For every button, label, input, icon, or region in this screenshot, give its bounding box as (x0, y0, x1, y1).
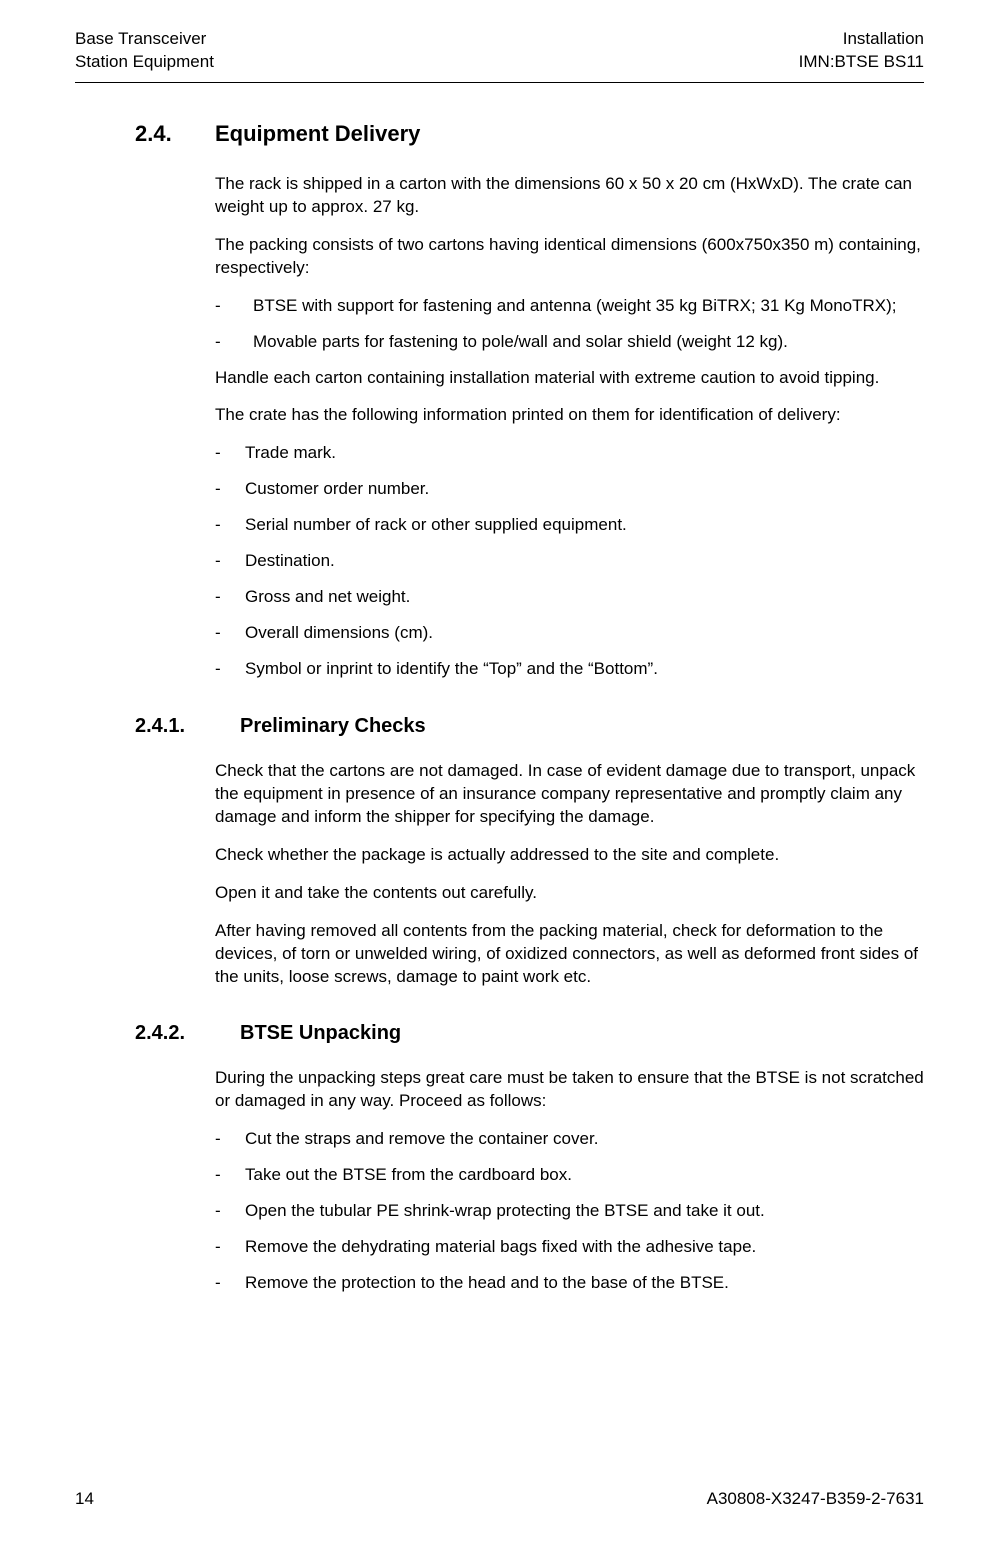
list-item: - Gross and net weight. (215, 586, 924, 609)
list-text: Customer order number. (245, 478, 429, 501)
list-item: - Symbol or inprint to identify the “Top… (215, 658, 924, 681)
page-header: Base Transceiver Station Equipment Insta… (75, 28, 924, 74)
para: Check that the cartons are not damaged. … (215, 760, 924, 829)
list-text: Serial number of rack or other supplied … (245, 514, 627, 537)
para: The rack is shipped in a carton with the… (215, 173, 924, 219)
dash-bullet: - (215, 1128, 245, 1151)
dash-bullet: - (215, 295, 253, 318)
list-text: Gross and net weight. (245, 586, 410, 609)
heading-2-4-1: 2.4.1. Preliminary Checks (135, 715, 924, 738)
list-text: Take out the BTSE from the cardboard box… (245, 1164, 572, 1187)
list-item: - Cut the straps and remove the containe… (215, 1128, 924, 1151)
list-text: Remove the protection to the head and to… (245, 1272, 729, 1295)
para: Check whether the package is actually ad… (215, 844, 924, 867)
dash-bullet: - (215, 1236, 245, 1259)
dash-bullet: - (215, 331, 253, 354)
header-right-line2: IMN:BTSE BS11 (799, 51, 924, 74)
para: Open it and take the contents out carefu… (215, 882, 924, 905)
dash-bullet: - (215, 550, 245, 573)
dash-bullet: - (215, 478, 245, 501)
list-text: Cut the straps and remove the container … (245, 1128, 598, 1151)
header-left-line2: Station Equipment (75, 51, 214, 74)
header-left: Base Transceiver Station Equipment (75, 28, 214, 74)
dash-bullet: - (215, 514, 245, 537)
header-right-line1: Installation (799, 28, 924, 51)
heading-title: BTSE Unpacking (240, 1022, 401, 1045)
list-item: - Trade mark. (215, 442, 924, 465)
list-item: - BTSE with support for fastening and an… (215, 295, 924, 318)
dash-bullet: - (215, 586, 245, 609)
document-number: A30808-X3247-B359-2-7631 (707, 1489, 924, 1509)
para: After having removed all contents from t… (215, 920, 924, 989)
list-text: Overall dimensions (cm). (245, 622, 433, 645)
para: During the unpacking steps great care mu… (215, 1067, 924, 1113)
header-rule (75, 82, 924, 83)
main-content: 2.4. Equipment Delivery The rack is ship… (215, 121, 924, 1295)
list-item: - Overall dimensions (cm). (215, 622, 924, 645)
dash-bullet: - (215, 1272, 245, 1295)
list-item: - Movable parts for fastening to pole/wa… (215, 331, 924, 354)
list-item: - Destination. (215, 550, 924, 573)
para: Handle each carton containing installati… (215, 367, 924, 390)
para: The packing consists of two cartons havi… (215, 234, 924, 280)
heading-num: 2.4.1. (135, 715, 240, 738)
dash-bullet: - (215, 1200, 245, 1223)
heading-num: 2.4. (135, 121, 215, 147)
heading-2-4: 2.4. Equipment Delivery (135, 121, 924, 147)
list-text: Remove the dehydrating material bags fix… (245, 1236, 756, 1259)
list-item: - Open the tubular PE shrink-wrap protec… (215, 1200, 924, 1223)
heading-num: 2.4.2. (135, 1022, 240, 1045)
dash-bullet: - (215, 622, 245, 645)
list-item: - Customer order number. (215, 478, 924, 501)
dash-bullet: - (215, 442, 245, 465)
list-text: Open the tubular PE shrink-wrap protecti… (245, 1200, 765, 1223)
list-text: Movable parts for fastening to pole/wall… (253, 331, 788, 354)
para: The crate has the following information … (215, 404, 924, 427)
header-left-line1: Base Transceiver (75, 28, 214, 51)
heading-2-4-2: 2.4.2. BTSE Unpacking (135, 1022, 924, 1045)
heading-title: Equipment Delivery (215, 121, 420, 147)
list-text: Destination. (245, 550, 335, 573)
list-item: - Serial number of rack or other supplie… (215, 514, 924, 537)
page-number: 14 (75, 1489, 94, 1509)
dash-bullet: - (215, 658, 245, 681)
list-text: BTSE with support for fastening and ante… (253, 295, 897, 318)
list-item: - Remove the protection to the head and … (215, 1272, 924, 1295)
list-item: - Remove the dehydrating material bags f… (215, 1236, 924, 1259)
page-footer: 14 A30808-X3247-B359-2-7631 (75, 1489, 924, 1509)
header-right: Installation IMN:BTSE BS11 (799, 28, 924, 74)
dash-bullet: - (215, 1164, 245, 1187)
list-text: Trade mark. (245, 442, 336, 465)
heading-title: Preliminary Checks (240, 715, 426, 738)
list-item: - Take out the BTSE from the cardboard b… (215, 1164, 924, 1187)
list-text: Symbol or inprint to identify the “Top” … (245, 658, 658, 681)
